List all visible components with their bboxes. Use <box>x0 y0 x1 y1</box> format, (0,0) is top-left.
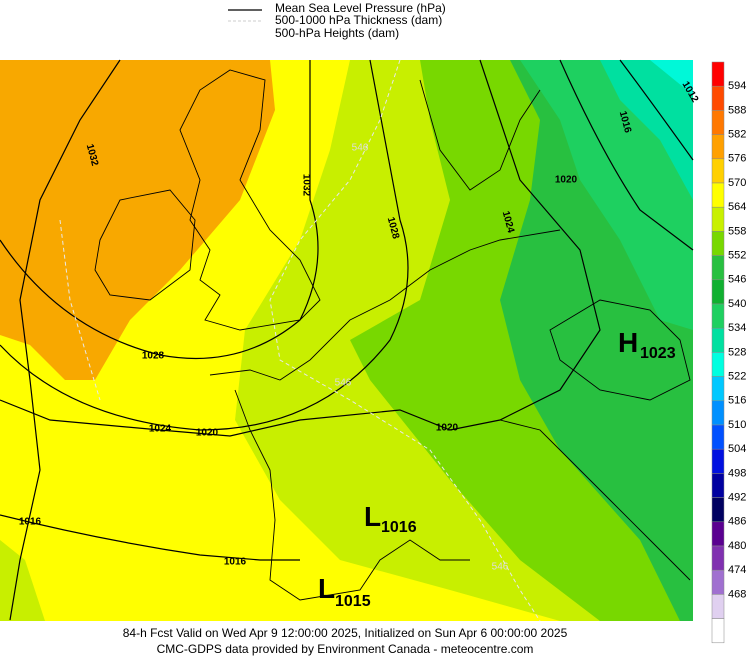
colorbar-label: 570 <box>728 177 746 189</box>
legend: Mean Sea Level Pressure (hPa) 500-1000 h… <box>228 1 446 40</box>
colorbar-label: 468 <box>728 588 746 600</box>
footer-line: 84-h Fcst Valid on Wed Apr 9 12:00:00 20… <box>123 626 568 640</box>
colorbar-label: 498 <box>728 467 746 479</box>
colorbar-label: 486 <box>728 516 746 528</box>
colorbar-label: 564 <box>728 201 746 213</box>
legend-label: Mean Sea Level Pressure (hPa) <box>275 1 446 15</box>
thickness-label: 546 <box>492 562 509 573</box>
colorbar-label: 582 <box>728 129 746 141</box>
colorbar-cell <box>711 303 725 329</box>
colorbar-cell <box>711 352 725 377</box>
colorbar-cell <box>711 569 725 595</box>
colorbar-cell <box>711 134 725 160</box>
isobar <box>619 59 694 161</box>
colorbar-label: 576 <box>728 153 746 165</box>
band-576 <box>0 60 275 380</box>
center-value: 1023 <box>640 345 676 362</box>
legend-label: 500-hPa Heights (dam) <box>275 26 399 40</box>
colorbar-cell <box>711 545 725 571</box>
isobar-label: 1016 <box>224 557 247 568</box>
colorbar-cell <box>711 206 725 232</box>
band-540 <box>600 60 693 200</box>
coastline <box>419 79 541 191</box>
isobar-label: 1024 <box>149 424 172 435</box>
colorbar-label: 474 <box>728 564 746 576</box>
colorbar-label: 540 <box>728 298 746 310</box>
isobar <box>0 59 601 437</box>
center-letter: L <box>364 501 381 532</box>
colorbar: 594 588 582 576 570 564 558 552 546 540 534 528 522 5… <box>711 61 746 644</box>
coastline <box>209 229 561 381</box>
colorbar-cell <box>711 231 725 256</box>
colorbar-label: 552 <box>728 250 746 262</box>
thickness-line <box>269 59 541 622</box>
colorbar-label: 522 <box>728 371 746 383</box>
isobar <box>0 59 409 431</box>
colorbar-cell <box>711 400 725 426</box>
colorbar-cell <box>711 61 725 87</box>
isobar-label: 1016 <box>19 517 42 528</box>
isobar <box>0 60 319 360</box>
colorbar-cell <box>711 521 725 547</box>
legend-label: 500-1000 hPa Thickness (dam) <box>275 13 442 27</box>
colorbar-label: 492 <box>728 492 746 504</box>
colorbar-cell <box>711 618 725 644</box>
colorbar-label: 558 <box>728 225 746 237</box>
isobar-label: 1020 <box>196 428 219 439</box>
isobar <box>0 514 300 561</box>
colorbar-cell <box>711 448 725 474</box>
colorbar-cell <box>711 158 725 184</box>
colorbar-cell <box>711 424 725 450</box>
coastline <box>179 69 321 331</box>
footer-line: CMC-GDPS data provided by Environment Ca… <box>157 642 534 656</box>
colorbar-label: 546 <box>728 274 746 286</box>
coastline <box>499 419 691 581</box>
colorbar-label: 480 <box>728 540 746 552</box>
coastline <box>234 389 470 601</box>
isobar <box>559 59 694 251</box>
isobar-label: 1032 <box>300 174 311 197</box>
colorbar-cell <box>711 376 725 402</box>
map: 1032 1032 1028 1024 1020 1016 1012 1028 … <box>0 59 700 622</box>
colorbar-cell <box>711 182 725 208</box>
isobar-label: 1028 <box>142 351 165 362</box>
colorbar-cell <box>711 327 725 353</box>
center-value: 1015 <box>335 593 371 610</box>
coastline <box>94 189 196 301</box>
colorbar-cell <box>711 473 725 498</box>
center-letter: L <box>318 573 335 604</box>
colorbar-label: 594 <box>728 80 746 92</box>
center-letter: H <box>618 327 638 358</box>
colorbar-cell <box>711 279 725 305</box>
colorbar-cell <box>711 497 725 523</box>
band-564 <box>0 540 45 621</box>
colorbar-cell <box>711 594 725 619</box>
colorbar-label: 528 <box>728 346 746 358</box>
colorbar-cell <box>711 255 725 281</box>
colorbar-label: 510 <box>728 419 746 431</box>
height-line <box>59 219 101 401</box>
thickness-label: 546 <box>352 143 369 154</box>
colorbar-label: 534 <box>728 322 746 334</box>
colorbar-cell <box>711 110 725 135</box>
isobar-label: 1020 <box>555 175 578 186</box>
colorbar-label: 504 <box>728 443 746 455</box>
colorbar-cell <box>711 85 725 111</box>
isobar-label: 1020 <box>436 423 459 434</box>
center-value: 1016 <box>381 519 417 536</box>
colorbar-label: 588 <box>728 104 746 116</box>
colorbar-label: 516 <box>728 395 746 407</box>
isobar <box>9 59 121 621</box>
band-534 <box>650 60 693 95</box>
thickness-label: 546 <box>335 378 352 389</box>
